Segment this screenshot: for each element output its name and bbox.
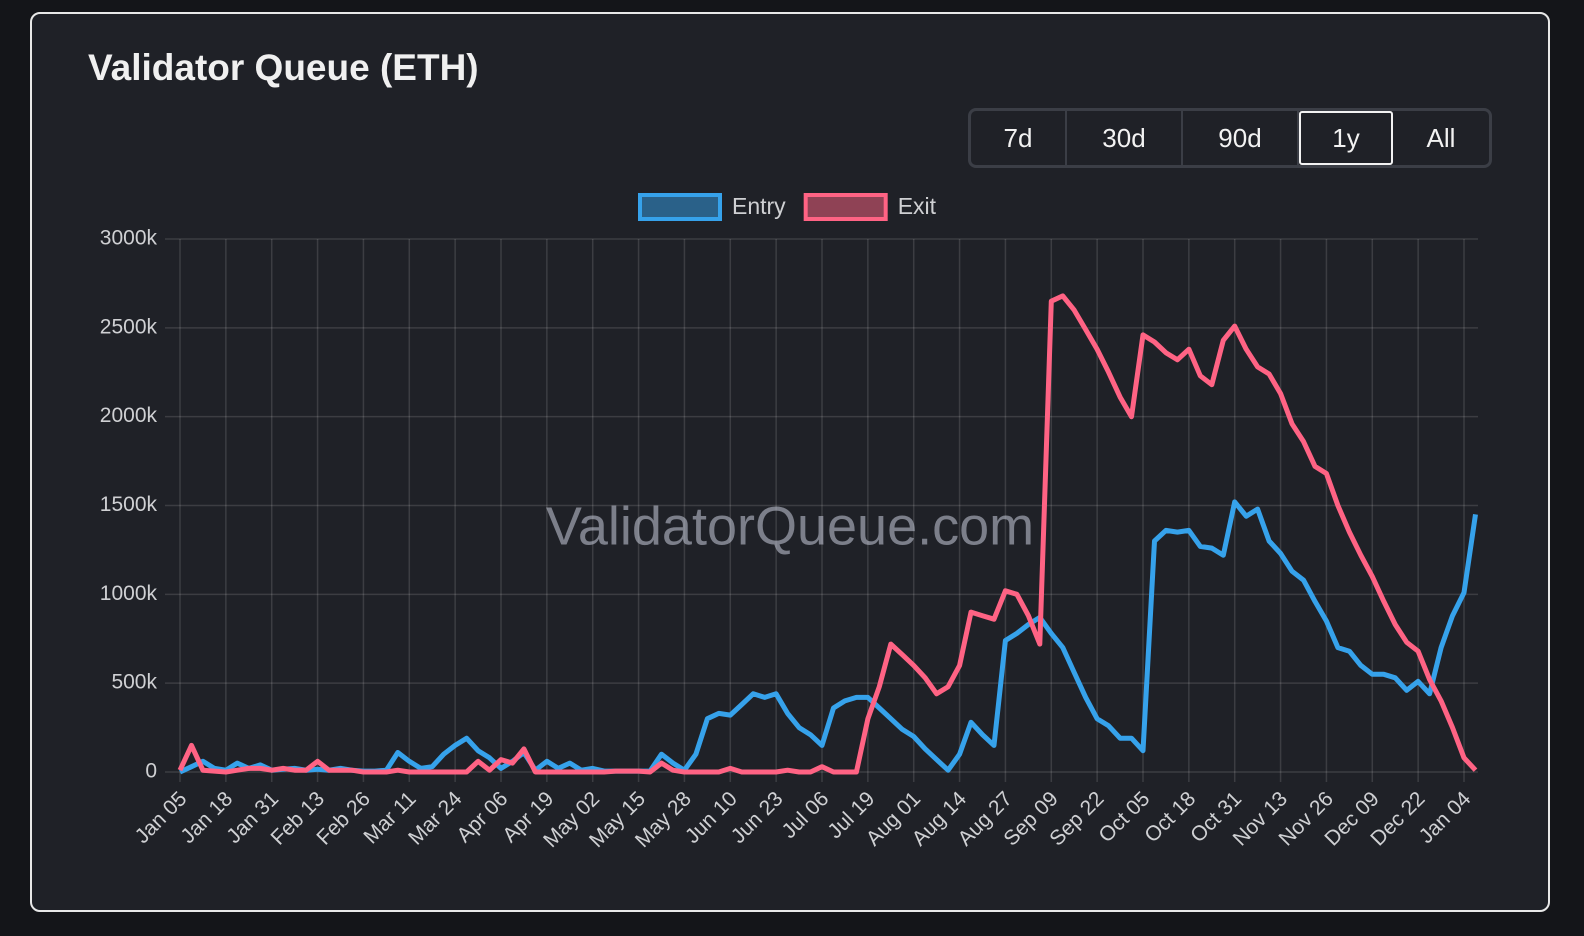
legend-label: Exit [898, 193, 937, 219]
y-tick-label: 1500k [100, 493, 158, 516]
line-series [178, 499, 1478, 775]
chart-title: Validator Queue (ETH) [88, 47, 479, 88]
x-tick-label: Oct 18 [1140, 787, 1200, 847]
y-tick-label: 2000k [100, 404, 158, 427]
legend-label: Entry [732, 193, 786, 219]
legend-swatch [638, 193, 722, 221]
range-button[interactable]: 7d [971, 111, 1067, 165]
x-tick-label: Jun 23 [727, 787, 788, 848]
x-tick-label: Apr 06 [452, 787, 512, 847]
x-tick-label: Oct 05 [1094, 787, 1154, 847]
x-tick-label: Jul 06 [778, 787, 834, 843]
range-button[interactable]: 90d [1183, 111, 1299, 165]
range-button[interactable]: All [1426, 122, 1456, 153]
x-tick-label: Jan 04 [1415, 787, 1476, 848]
y-tick-label: 3000k [100, 227, 158, 250]
y-tick-label: 1000k [100, 582, 158, 605]
y-tick-label: 2500k [100, 315, 158, 338]
y-tick-label: 0 [145, 760, 157, 783]
y-tick-label: 500k [111, 671, 157, 694]
range-button[interactable]: 1y [1299, 111, 1393, 165]
legend-swatch [803, 193, 888, 221]
range-selector: 7d 30d 90d 1y All [968, 108, 1492, 168]
range-button[interactable]: 30d [1067, 111, 1183, 165]
card [30, 12, 1550, 912]
line-series [177, 293, 1478, 775]
watermark: ValidatorQueue.com [546, 496, 1034, 556]
